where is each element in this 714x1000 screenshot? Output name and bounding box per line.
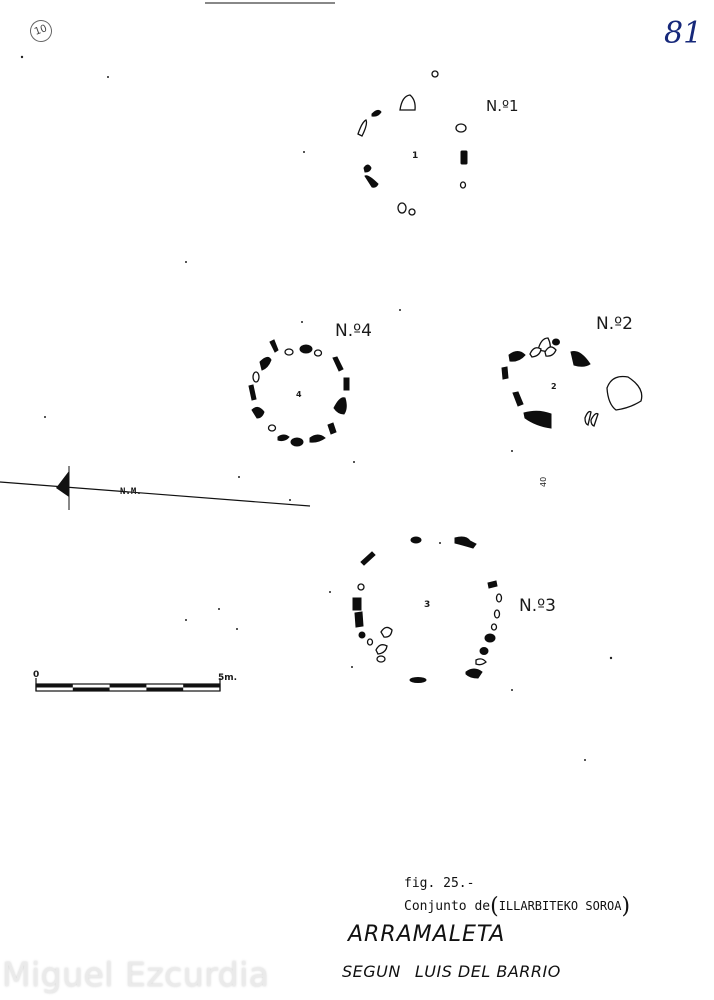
circle-1-number: 1 [412,151,418,161]
north-arrow: N.M. [0,466,311,510]
site-title: ARRAMALETA [348,922,506,947]
circle-1-label: N.º1 [486,97,519,115]
side-mark: 40 [539,477,548,487]
caption-prefix: Conjunto de [404,899,491,914]
circle-2-label: N.º2 [596,314,633,334]
caption-site: ILLARBITEKO SOROA [498,899,622,913]
figure-caption: fig. 25.- Conjunto de(ILLARBITEKO SOROA) [404,873,630,918]
circle-3-label: N.º3 [519,596,556,616]
scale-start-label: 0 [33,670,39,680]
circle-2-number: 2 [551,382,557,391]
circle-4-label: N.º4 [335,321,372,341]
circle-4-number: 4 [296,390,302,399]
stone-circle-3: 3 N.º3 [352,536,556,683]
north-label: N.M. [120,487,142,497]
figure-number: fig. 25.- [404,876,475,891]
stone-circle-2: 2 N.º2 [501,314,643,429]
stone-circle-1: 1 N.º1 [357,70,519,216]
watermark: Miguel Ezcurdia [2,955,270,994]
page-number: 81 [664,16,703,51]
scale-end-label: 5m. [218,673,237,683]
scale-bar: 0 5m. [33,670,237,692]
stone-circle-4: 4 N.º4 [248,321,372,447]
scan-specks [20,55,613,761]
north-arrow-icon [56,471,69,497]
author-name: LUIS DEL BARRIO [414,962,561,981]
author-word-1: SEGUN [342,962,401,981]
author-credit: SEGUN LUIS DEL BARRIO [342,962,561,981]
circle-3-number: 3 [424,600,430,610]
caption-line: Conjunto de(ILLARBITEKO SOROA) [404,894,631,919]
